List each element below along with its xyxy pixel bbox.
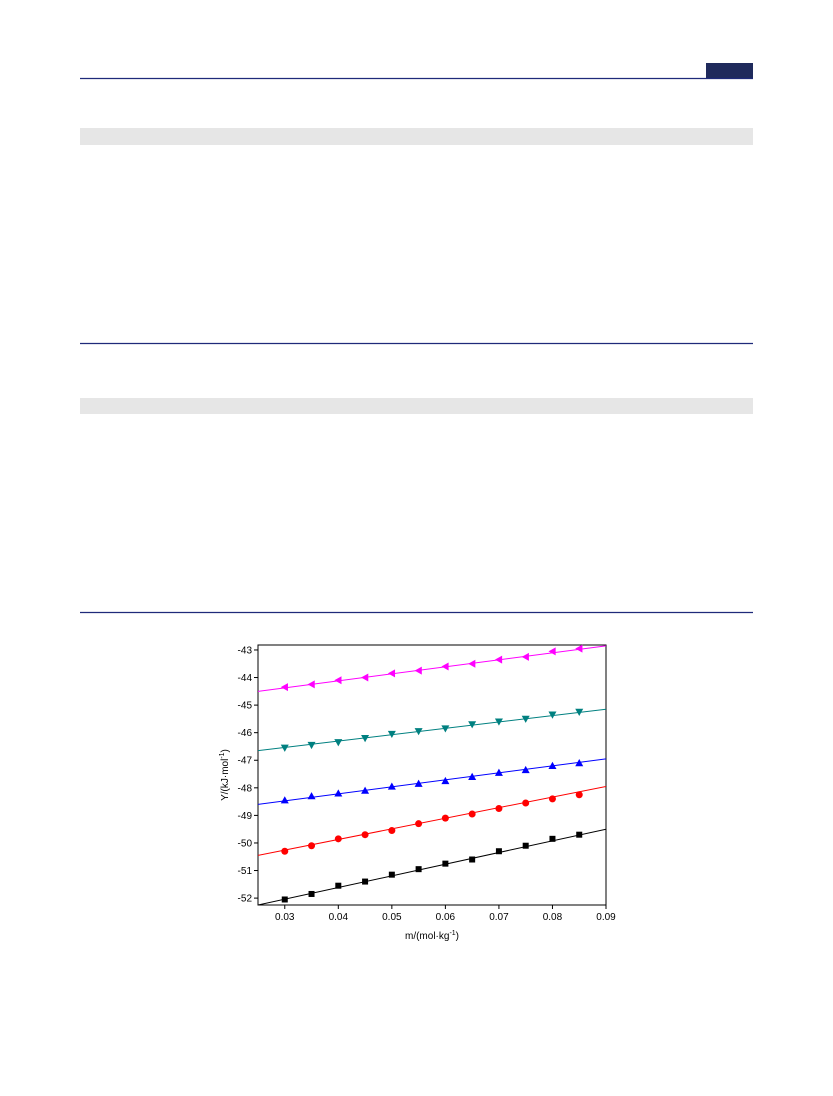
point bbox=[414, 779, 423, 787]
fit-line bbox=[258, 708, 606, 752]
y-tick-label: -45 bbox=[238, 701, 253, 712]
point bbox=[548, 647, 556, 656]
axis-label: m/(mol·kg-1) bbox=[405, 930, 459, 942]
x-tick-label: 0.06 bbox=[436, 912, 456, 923]
point bbox=[387, 782, 396, 790]
chart: -52 -51 -50 -49 -48 -47 -46 -45 -44 -43 0.03 0.04 0.… bbox=[219, 644, 616, 942]
point bbox=[334, 835, 342, 843]
point bbox=[548, 795, 556, 803]
y-tick-label: -49 bbox=[238, 811, 253, 822]
point bbox=[522, 842, 529, 849]
axis-label-main: Y/(kJ·mol bbox=[220, 759, 231, 801]
axis-label-end: ) bbox=[220, 749, 231, 752]
point bbox=[442, 860, 449, 867]
point bbox=[441, 814, 449, 822]
point bbox=[468, 810, 476, 818]
point bbox=[388, 871, 395, 878]
axis-label-sup: -1 bbox=[449, 930, 455, 937]
point bbox=[522, 799, 530, 807]
point bbox=[415, 866, 422, 873]
y-tick-label: -44 bbox=[238, 673, 253, 684]
x-tick-label: 0.03 bbox=[275, 912, 295, 923]
axis-label-end: ) bbox=[456, 931, 459, 942]
x-tick-label: 0.09 bbox=[596, 912, 616, 923]
point bbox=[495, 848, 502, 855]
point bbox=[468, 659, 476, 668]
point bbox=[521, 652, 529, 661]
y-tick-label: -46 bbox=[238, 728, 253, 739]
point bbox=[575, 791, 583, 799]
point bbox=[415, 820, 423, 828]
point bbox=[308, 890, 315, 897]
point bbox=[281, 847, 289, 855]
y-tick-label: -52 bbox=[238, 894, 253, 905]
point bbox=[307, 680, 315, 689]
fit-line bbox=[258, 785, 606, 856]
point bbox=[280, 744, 289, 752]
y-tick-label: -48 bbox=[238, 783, 253, 794]
point bbox=[307, 792, 316, 800]
point bbox=[441, 662, 449, 671]
y-tick-label: -43 bbox=[238, 645, 253, 656]
point bbox=[575, 759, 584, 767]
point bbox=[414, 728, 423, 736]
point bbox=[575, 644, 583, 653]
point bbox=[521, 765, 530, 774]
y-tick-label: -50 bbox=[238, 838, 253, 849]
point bbox=[494, 768, 503, 776]
page-tab bbox=[706, 63, 753, 78]
point bbox=[576, 831, 583, 838]
point bbox=[334, 739, 343, 747]
point bbox=[308, 842, 316, 850]
point bbox=[468, 772, 477, 780]
point bbox=[549, 835, 556, 842]
point bbox=[388, 827, 396, 835]
fit-line bbox=[258, 828, 606, 905]
x-tick-label: 0.04 bbox=[329, 912, 349, 923]
point bbox=[361, 831, 369, 839]
x-tick-label: 0.05 bbox=[382, 912, 402, 923]
point bbox=[494, 655, 503, 664]
point bbox=[548, 711, 557, 719]
point bbox=[361, 673, 369, 682]
point bbox=[469, 856, 476, 863]
x-tick-label: 0.07 bbox=[489, 912, 509, 923]
point bbox=[334, 789, 343, 797]
point bbox=[468, 721, 477, 729]
point bbox=[494, 718, 503, 726]
point bbox=[280, 796, 289, 804]
y-tick-label: -51 bbox=[238, 866, 253, 877]
point bbox=[575, 708, 584, 716]
point bbox=[495, 804, 503, 812]
point bbox=[361, 786, 370, 794]
point bbox=[335, 882, 342, 889]
gray-band bbox=[80, 128, 753, 145]
point bbox=[441, 725, 450, 733]
point bbox=[362, 878, 369, 885]
axis-label-sup: -1 bbox=[219, 752, 226, 758]
point bbox=[414, 666, 422, 675]
plot-frame bbox=[257, 644, 607, 906]
point bbox=[387, 669, 396, 678]
x-tick-label: 0.08 bbox=[543, 912, 563, 923]
point bbox=[548, 761, 557, 769]
point bbox=[441, 776, 450, 785]
y-tick-label: -47 bbox=[238, 756, 253, 767]
axis-label-main: m/(mol·kg bbox=[405, 931, 449, 942]
fit-line bbox=[258, 645, 606, 692]
point bbox=[387, 730, 396, 739]
point bbox=[521, 715, 530, 723]
axis-label: Y/(kJ·mol-1) bbox=[219, 749, 231, 801]
point bbox=[334, 676, 342, 685]
fit-line bbox=[258, 758, 606, 805]
point bbox=[361, 734, 370, 743]
point bbox=[307, 741, 316, 750]
point bbox=[281, 896, 288, 903]
gray-band bbox=[80, 398, 753, 414]
point bbox=[280, 683, 288, 692]
